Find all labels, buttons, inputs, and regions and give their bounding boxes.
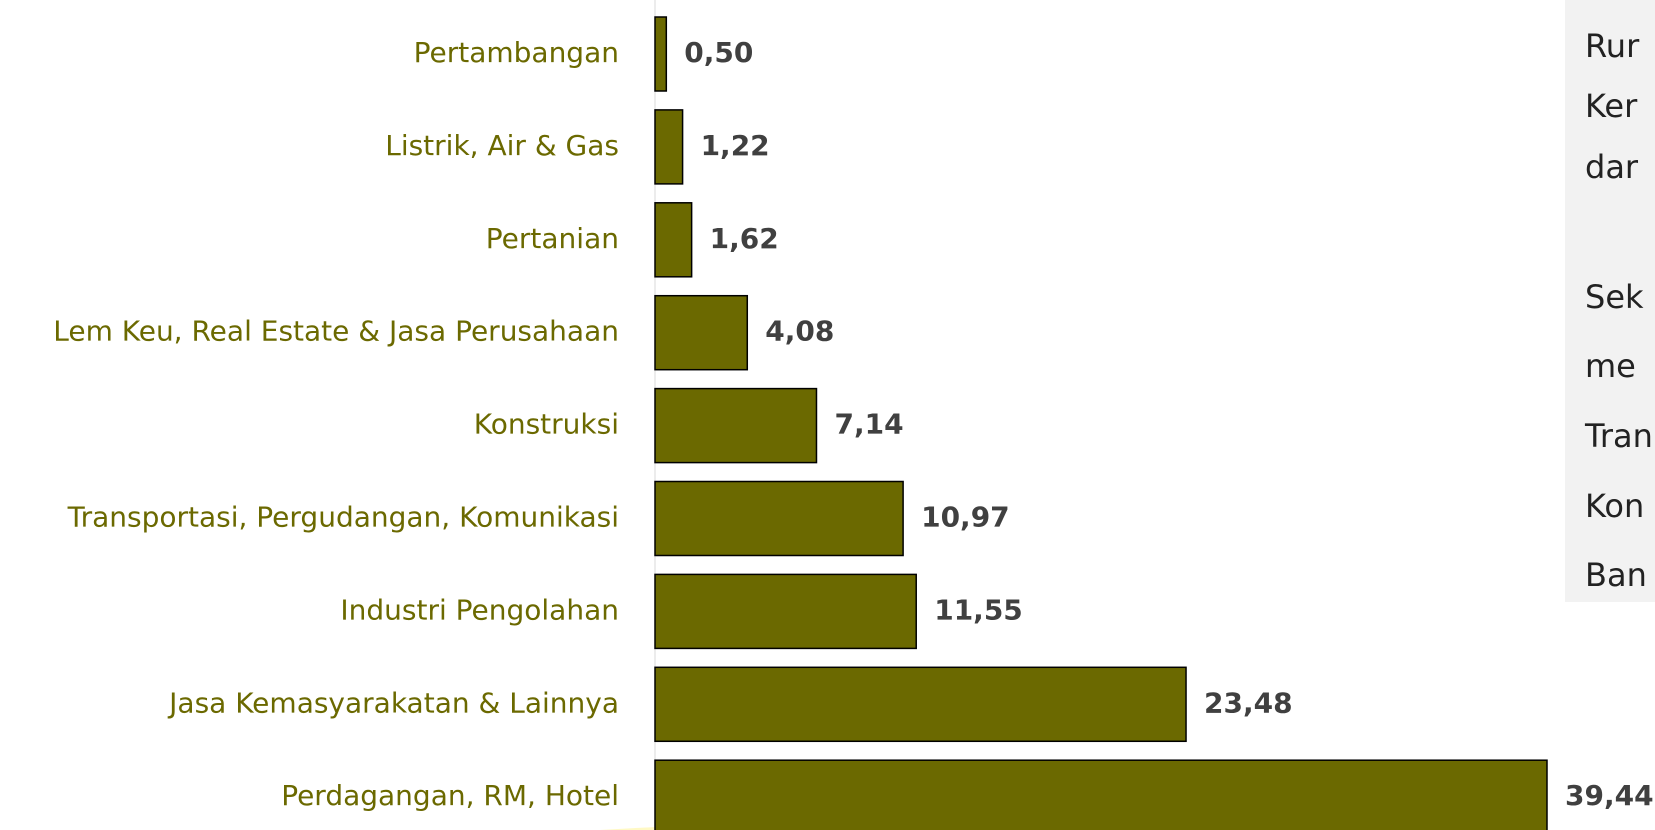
bar [654, 294, 749, 371]
side-text-line: Tran [1584, 417, 1653, 455]
side-box [1565, 0, 1655, 602]
bar [654, 573, 917, 650]
category-label: Listrik, Air & Gas [385, 129, 619, 162]
value-label: 4,08 [765, 315, 834, 348]
value-label: 7,14 [834, 408, 903, 441]
category-label: Konstruksi [474, 408, 619, 441]
value-label: 11,55 [934, 593, 1023, 626]
category-label: Pertambangan [414, 36, 619, 69]
category-label: Jasa Kemasyarakatan & Lainnya [167, 686, 619, 719]
category-label: Lem Keu, Real Estate & Jasa Perusahaan [53, 315, 619, 348]
value-label: 23,48 [1204, 686, 1293, 719]
side-text-line: me [1585, 347, 1636, 385]
category-label: Industri Pengolahan [340, 593, 619, 626]
bar [654, 759, 1548, 830]
side-text-line: dar [1585, 148, 1639, 186]
bar [654, 16, 668, 92]
value-label: 0,50 [684, 36, 753, 69]
bar [654, 202, 693, 278]
value-label: 10,97 [921, 501, 1010, 534]
side-text-line: Ker [1585, 87, 1638, 125]
value-label: 1,22 [701, 129, 770, 162]
bar [654, 480, 904, 557]
value-label: 1,62 [710, 222, 779, 255]
category-label: Perdagangan, RM, Hotel [281, 779, 619, 812]
side-text-line: Sek [1585, 278, 1644, 316]
bar [654, 387, 818, 464]
side-text-line: Kon [1585, 487, 1644, 525]
bar [654, 109, 684, 185]
category-label: Pertanian [486, 222, 619, 255]
category-label: Transportasi, Pergudangan, Komunikasi [67, 501, 619, 534]
bar [654, 666, 1187, 743]
value-label: 39,44 [1565, 779, 1654, 812]
side-text-line: Rur [1585, 27, 1640, 65]
side-text-line: Ban [1585, 556, 1647, 594]
